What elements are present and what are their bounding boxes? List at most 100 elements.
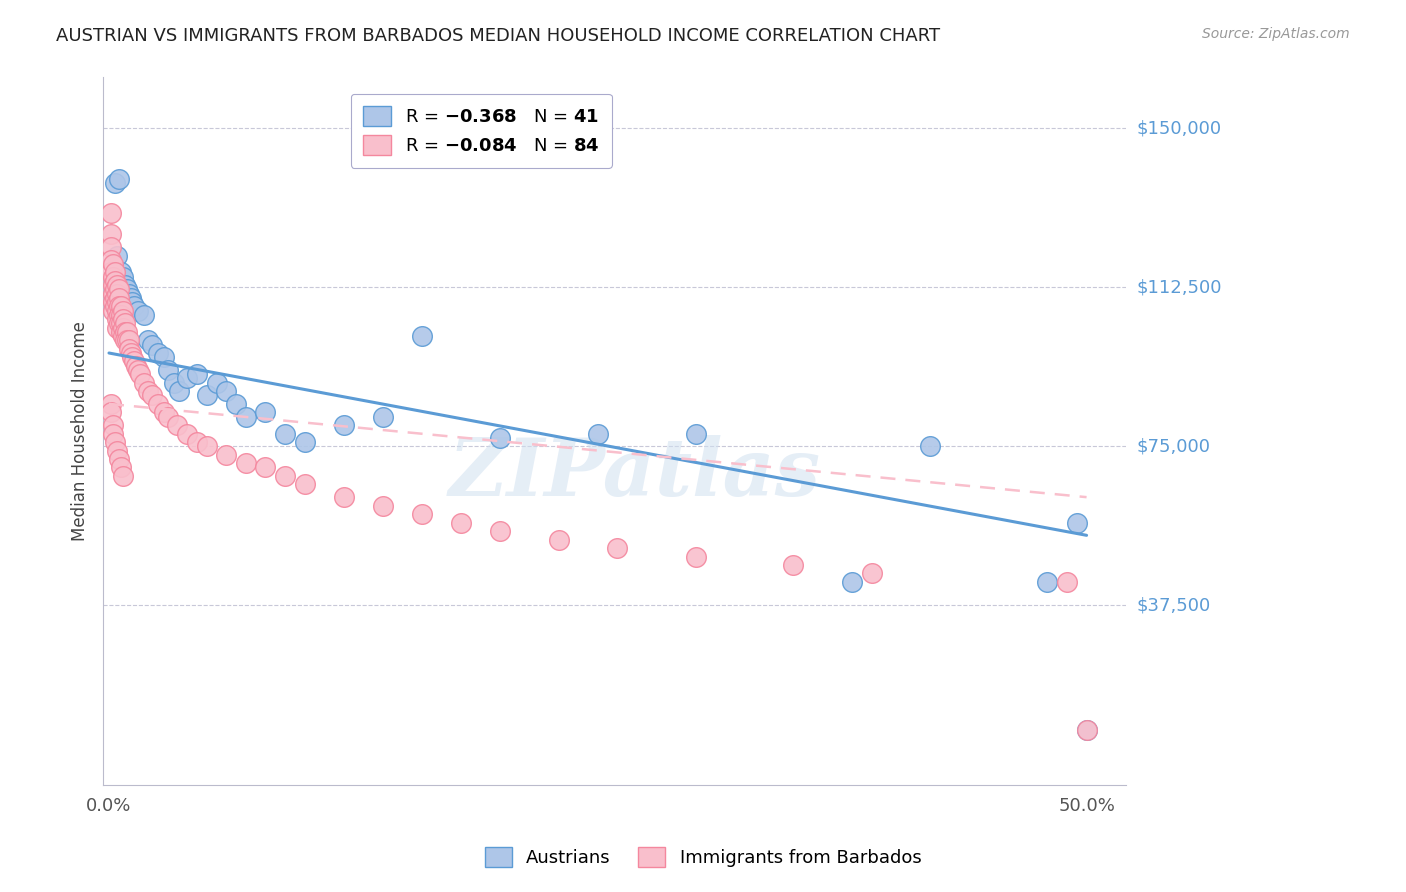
Point [101,286,124,301]
Point [1066,516,1088,530]
Point [114,278,136,293]
Point [121,295,143,310]
Point [860,566,883,581]
Point [114,333,136,347]
Point [104,265,127,279]
Point [134,376,156,390]
Point [166,418,188,433]
Point [127,303,149,318]
Point [332,418,354,433]
Point [371,409,394,424]
Point [105,312,128,326]
Point [117,342,139,356]
Point [117,286,139,301]
Text: AUSTRIAN VS IMMIGRANTS FROM BARBADOS MEDIAN HOUSEHOLD INCOME CORRELATION CHART: AUSTRIAN VS IMMIGRANTS FROM BARBADOS MED… [56,27,941,45]
Point [111,329,134,343]
Point [105,278,128,293]
Point [254,460,277,475]
Point [274,426,297,441]
Point [411,507,433,521]
Point [124,299,146,313]
Point [100,252,122,267]
Point [111,320,134,334]
Point [107,316,129,330]
Point [101,269,124,284]
Point [115,333,138,347]
Point [110,316,132,330]
Point [1036,574,1059,589]
Point [115,325,138,339]
Point [332,490,354,504]
Point [110,325,132,339]
Point [100,240,122,254]
Point [104,435,127,450]
Point [100,405,122,419]
Point [110,460,132,475]
Point [205,376,228,390]
Point [114,325,136,339]
Point [547,533,569,547]
Point [169,384,191,399]
Point [782,558,804,572]
Point [127,363,149,377]
Text: $112,500: $112,500 [1137,278,1222,296]
Point [489,524,512,538]
Point [146,346,169,360]
Legend: R = $\mathbf{-0.368}$   N = $\mathbf{41}$, R = $\mathbf{-0.084}$   N = $\mathbf{: R = $\mathbf{-0.368}$ N = $\mathbf{41}$,… [352,94,612,168]
Point [215,448,238,462]
Point [104,177,127,191]
Point [121,351,143,365]
Point [152,351,174,365]
Point [186,368,208,382]
Point [176,426,198,441]
Point [1056,574,1078,589]
Point [114,316,136,330]
Point [105,443,128,458]
Point [110,308,132,322]
Point [125,359,148,373]
Point [685,426,707,441]
Point [115,282,138,296]
Point [105,295,128,310]
Point [136,333,159,347]
Point [101,303,124,318]
Point [294,477,316,491]
Point [146,397,169,411]
Point [195,439,218,453]
Point [101,418,124,433]
Point [586,426,609,441]
Text: $37,500: $37,500 [1137,596,1211,615]
Point [450,516,472,530]
Text: ZIPatlas: ZIPatlas [449,435,821,513]
Point [101,278,124,293]
Point [107,308,129,322]
Point [489,431,512,445]
Point [107,299,129,313]
Point [101,295,124,310]
Point [110,299,132,313]
Point [100,397,122,411]
Point [107,291,129,305]
Point [105,248,128,262]
Point [110,265,132,279]
Point [294,435,316,450]
Text: $75,000: $75,000 [1137,437,1211,455]
Point [129,368,152,382]
Point [100,265,122,279]
Point [841,574,863,589]
Point [254,405,277,419]
Point [111,312,134,326]
Point [156,363,179,377]
Point [215,384,238,399]
Point [162,376,184,390]
Point [156,409,179,424]
Point [105,286,128,301]
Point [371,499,394,513]
Point [101,257,124,271]
Point [124,354,146,368]
Point [136,384,159,399]
Point [411,329,433,343]
Point [111,269,134,284]
Point [225,397,247,411]
Point [141,388,163,402]
